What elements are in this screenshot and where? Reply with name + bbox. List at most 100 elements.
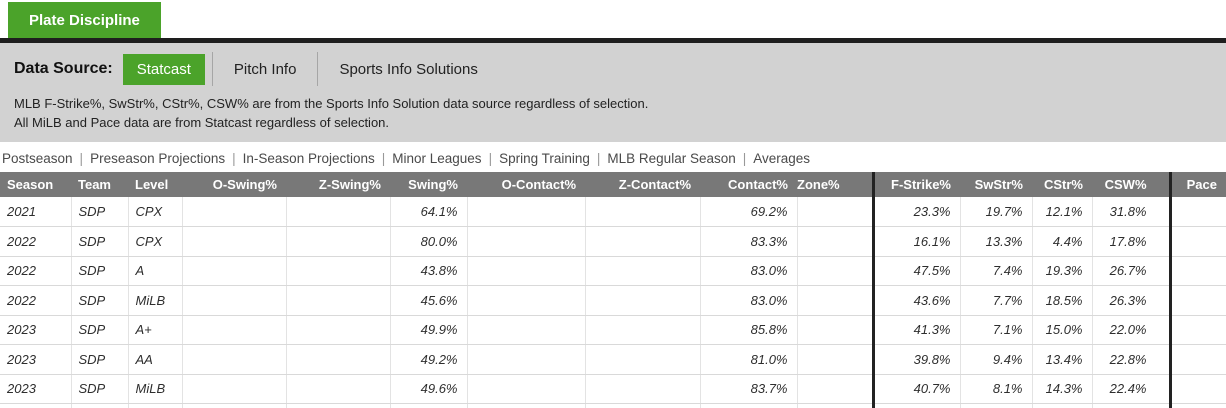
table-cell: 17.8% bbox=[1092, 226, 1171, 257]
data-source-option-pitch-info[interactable]: Pitch Info bbox=[233, 60, 297, 78]
column-header-zone[interactable]: Zone% bbox=[797, 172, 873, 197]
column-header-csw[interactable]: CSW% bbox=[1092, 172, 1170, 197]
table-cell bbox=[797, 344, 874, 375]
table-cell bbox=[1168, 285, 1226, 316]
table-cell: 23.3% bbox=[871, 197, 961, 227]
table-cell: 2023 bbox=[0, 374, 72, 404]
table-cell: 41.3% bbox=[871, 315, 961, 345]
column-header-team[interactable]: Team bbox=[71, 172, 128, 197]
table-cell bbox=[1092, 403, 1171, 408]
table-cell: 39.8% bbox=[871, 344, 961, 375]
table-cell bbox=[467, 226, 586, 257]
table-cell: SDP bbox=[71, 374, 129, 404]
column-header-pace[interactable]: Pace bbox=[1168, 172, 1226, 197]
data-source-option-statcast[interactable]: Statcast bbox=[122, 53, 205, 85]
table-cell bbox=[585, 256, 701, 286]
table-cell bbox=[182, 256, 287, 286]
table-cell bbox=[467, 256, 586, 286]
table-cell bbox=[797, 285, 874, 316]
table-row: 2022 SDP MiLB 45.6% 83.0% 43.6% 7.7% 18.5% 26.3% bbox=[0, 285, 1226, 316]
table-cell bbox=[390, 403, 468, 408]
table-row-partial bbox=[0, 403, 1226, 408]
table-cell: AA bbox=[128, 344, 183, 375]
filter-item-averages[interactable]: Averages bbox=[753, 151, 811, 166]
filter-separator: | bbox=[79, 151, 84, 166]
table-cell: 2023 bbox=[0, 315, 72, 345]
table-cell bbox=[182, 226, 287, 257]
table-cell: 16.1% bbox=[871, 226, 961, 257]
table-cell bbox=[797, 226, 874, 257]
table-cell: SDP bbox=[71, 315, 129, 345]
table-cell: SDP bbox=[71, 285, 129, 316]
filter-item-minor-leagues[interactable]: Minor Leagues bbox=[392, 151, 482, 166]
table-cell bbox=[0, 403, 72, 408]
table-cell: 49.6% bbox=[390, 374, 468, 404]
table-cell: 7.7% bbox=[960, 285, 1033, 316]
filter-item-preseason-projections[interactable]: Preseason Projections bbox=[90, 151, 226, 166]
table-row: 2023 SDP MiLB 49.6% 83.7% 40.7% 8.1% 14.3% 22.4% bbox=[0, 374, 1226, 404]
column-header-cstr[interactable]: CStr% bbox=[1032, 172, 1092, 197]
table-cell: CPX bbox=[128, 197, 183, 227]
filter-item-mlb-regular-season[interactable]: MLB Regular Season bbox=[607, 151, 736, 166]
table-header-row: Season Team Level O-Swing% Z-Swing% Swing% O-C… bbox=[0, 172, 1226, 197]
table-cell: 80.0% bbox=[390, 226, 468, 257]
table-cell bbox=[467, 315, 586, 345]
table-cell: 83.0% bbox=[700, 285, 798, 316]
tab-bar: Plate Discipline bbox=[0, 0, 1226, 38]
table-cell: 83.0% bbox=[700, 256, 798, 286]
table-cell bbox=[286, 285, 391, 316]
table-cell: 2022 bbox=[0, 226, 72, 257]
table-cell bbox=[1168, 344, 1226, 375]
plate-discipline-table: Season Team Level O-Swing% Z-Swing% Swing% O-C… bbox=[0, 172, 1226, 408]
column-header-contact[interactable]: Contact% bbox=[700, 172, 797, 197]
column-header-z-contact[interactable]: Z-Contact% bbox=[585, 172, 700, 197]
table-cell: 2022 bbox=[0, 285, 72, 316]
table-cell: 13.4% bbox=[1032, 344, 1093, 375]
table-cell bbox=[1168, 374, 1226, 404]
top-divider bbox=[0, 38, 1226, 43]
column-header-level[interactable]: Level bbox=[128, 172, 182, 197]
table-cell bbox=[585, 374, 701, 404]
filter-separator: | bbox=[381, 151, 386, 166]
table-cell: 18.5% bbox=[1032, 285, 1093, 316]
table-cell: MiLB bbox=[128, 374, 183, 404]
tab-label: Plate Discipline bbox=[29, 11, 140, 29]
column-header-z-swing[interactable]: Z-Swing% bbox=[286, 172, 390, 197]
table-cell bbox=[700, 403, 798, 408]
data-source-panel: Data Source: Statcast Pitch Info Sports … bbox=[0, 43, 1226, 142]
column-header-swstr[interactable]: SwStr% bbox=[960, 172, 1032, 197]
table-cell bbox=[182, 315, 287, 345]
table-cell bbox=[585, 197, 701, 227]
filter-item-in-season-projections[interactable]: In-Season Projections bbox=[242, 151, 375, 166]
table-cell bbox=[797, 256, 874, 286]
table-cell: 2021 bbox=[0, 197, 72, 227]
table-cell: SDP bbox=[71, 197, 129, 227]
table-cell bbox=[467, 197, 586, 227]
table-cell bbox=[1032, 403, 1093, 408]
filter-item-postseason[interactable]: Postseason bbox=[2, 151, 73, 166]
table-cell: SDP bbox=[71, 256, 129, 286]
table-cell: 22.8% bbox=[1092, 344, 1171, 375]
season-filter-row: Postseason | Preseason Projections | In-Seas… bbox=[0, 142, 1226, 172]
table-cell bbox=[467, 285, 586, 316]
table-cell: 26.7% bbox=[1092, 256, 1171, 286]
column-header-o-swing[interactable]: O-Swing% bbox=[182, 172, 286, 197]
table-cell: 19.3% bbox=[1032, 256, 1093, 286]
table-cell: 2022 bbox=[0, 256, 72, 286]
table-cell bbox=[182, 197, 287, 227]
column-header-season[interactable]: Season bbox=[0, 172, 71, 197]
column-header-f-strike[interactable]: F-Strike% bbox=[871, 172, 960, 197]
table-cell: 83.3% bbox=[700, 226, 798, 257]
table-cell bbox=[1168, 403, 1226, 408]
table-cell bbox=[286, 403, 391, 408]
column-header-o-contact[interactable]: O-Contact% bbox=[467, 172, 585, 197]
filter-item-spring-training[interactable]: Spring Training bbox=[499, 151, 590, 166]
column-header-swing[interactable]: Swing% bbox=[390, 172, 467, 197]
table-row: 2022 SDP CPX 80.0% 83.3% 16.1% 13.3% 4.4% 17.8% bbox=[0, 226, 1226, 257]
data-source-option-sports-info-solutions[interactable]: Sports Info Solutions bbox=[339, 60, 478, 78]
table-cell: 26.3% bbox=[1092, 285, 1171, 316]
table-cell: 22.0% bbox=[1092, 315, 1171, 345]
table-cell bbox=[960, 403, 1033, 408]
table-cell bbox=[1168, 197, 1226, 227]
tab-plate-discipline[interactable]: Plate Discipline bbox=[8, 2, 161, 38]
